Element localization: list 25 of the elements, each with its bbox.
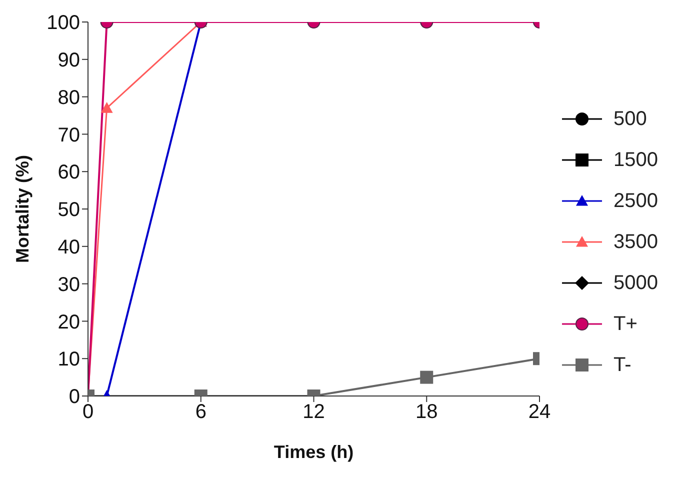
x-tick-label: 18 <box>416 401 438 424</box>
legend-label: 1500 <box>614 148 658 172</box>
y-tick-label: 60 <box>58 162 80 184</box>
legend-label: 3500 <box>614 230 658 254</box>
y-tick-label: 40 <box>58 236 80 258</box>
y-tick-label: 20 <box>58 311 80 334</box>
y-tick-label: 10 <box>58 348 80 371</box>
legend-label: 500 <box>614 108 647 130</box>
legend-label: 5000 <box>614 272 658 294</box>
x-axis-title: Times (h) <box>274 442 354 462</box>
y-tick-label: 30 <box>58 274 80 296</box>
x-tick-label: 6 <box>195 401 206 424</box>
y-tick-label: 80 <box>58 86 80 109</box>
y-axis-title: Mortality (%) <box>12 154 32 263</box>
legend-label: 2500 <box>614 190 658 212</box>
y-tick-label: 90 <box>58 50 80 72</box>
y-tick-label: 0 <box>68 386 80 408</box>
y-tick-label: 50 <box>58 199 80 222</box>
legend-label: T- <box>614 354 632 376</box>
x-tick-label: 12 <box>302 401 325 424</box>
y-tick-label: 70 <box>58 124 80 146</box>
legend-label: T+ <box>614 312 638 336</box>
y-tick-label: 100 <box>46 12 80 34</box>
x-tick-label: 24 <box>528 401 551 424</box>
x-tick-label: 0 <box>82 401 94 424</box>
